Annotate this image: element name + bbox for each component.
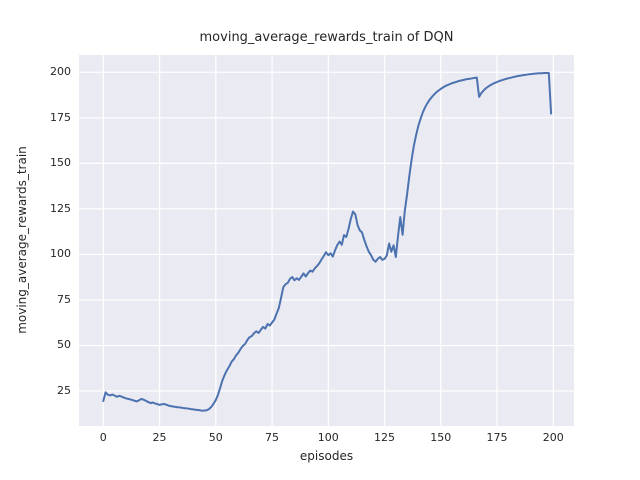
x-tick-label: 150 (430, 431, 452, 444)
x-tick-label: 125 (374, 431, 396, 444)
plot-area (79, 55, 574, 426)
series-line-dqn (102, 72, 553, 412)
y-tick-label: 175 (50, 110, 71, 124)
y-tick-label: 125 (50, 201, 71, 215)
x-tick-label: 50 (208, 431, 223, 444)
y-tick-label: 50 (57, 338, 71, 352)
x-tick-label: 175 (486, 431, 508, 444)
y-axis-label: moving_average_rewards_train (15, 146, 29, 334)
y-tick-label: 25 (57, 384, 71, 398)
x-tick-label: 25 (152, 431, 167, 444)
y-tick-label: 200 (50, 65, 71, 79)
x-tick-label: 0 (99, 431, 107, 444)
plot-canvas (79, 55, 574, 426)
y-tick-label: 150 (50, 156, 71, 170)
x-tick-label: 200 (542, 431, 564, 444)
y-tick-label: 100 (50, 247, 71, 261)
chart-title: moving_average_rewards_train of DQN (199, 30, 454, 45)
x-axis-label: episodes (299, 449, 354, 463)
y-tick-label: 75 (57, 292, 71, 306)
x-tick-label: 100 (317, 431, 339, 444)
x-tick-label: 75 (265, 431, 280, 444)
